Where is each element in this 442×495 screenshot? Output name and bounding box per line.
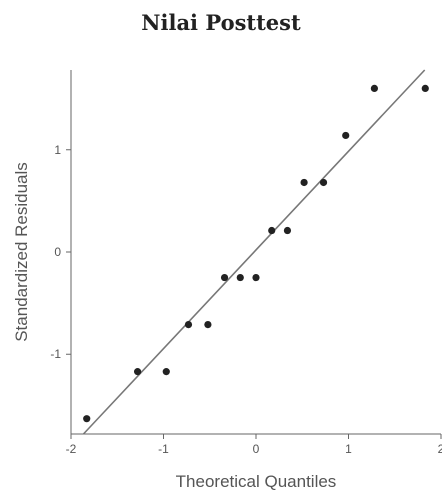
- data-point-3: [162, 368, 170, 376]
- data-point-4: [184, 320, 193, 329]
- y-tick-label: -1: [50, 347, 61, 361]
- data-point-11: [300, 178, 308, 187]
- data-point-7: [236, 273, 244, 282]
- data-point-2: [134, 368, 142, 376]
- data-point-9: [268, 226, 276, 235]
- x-tick-label: 1: [345, 442, 352, 456]
- data-point-6: [220, 273, 229, 282]
- y-tick-label: 1: [54, 143, 61, 157]
- data-point-10: [283, 226, 292, 235]
- x-tick-label: 2: [438, 442, 442, 456]
- x-tick-label: 0: [253, 442, 260, 456]
- x-axis-label: Theoretical Quantiles: [176, 472, 337, 491]
- data-point-1: [83, 415, 91, 423]
- reference-line: [82, 69, 426, 435]
- data-point-5: [204, 320, 212, 329]
- data-point-8: [252, 273, 260, 282]
- data-point-12: [319, 178, 328, 187]
- chart-title: Nilai Posttest: [141, 10, 301, 35]
- data-point-15: [421, 84, 429, 93]
- y-axis-label: Standardized Residuals: [12, 162, 31, 342]
- data-point-14: [370, 84, 378, 93]
- y-tick-label: 0: [54, 245, 61, 259]
- x-tick-label: -2: [66, 442, 77, 456]
- data-point-13: [342, 131, 350, 140]
- x-tick-label: -1: [158, 442, 169, 456]
